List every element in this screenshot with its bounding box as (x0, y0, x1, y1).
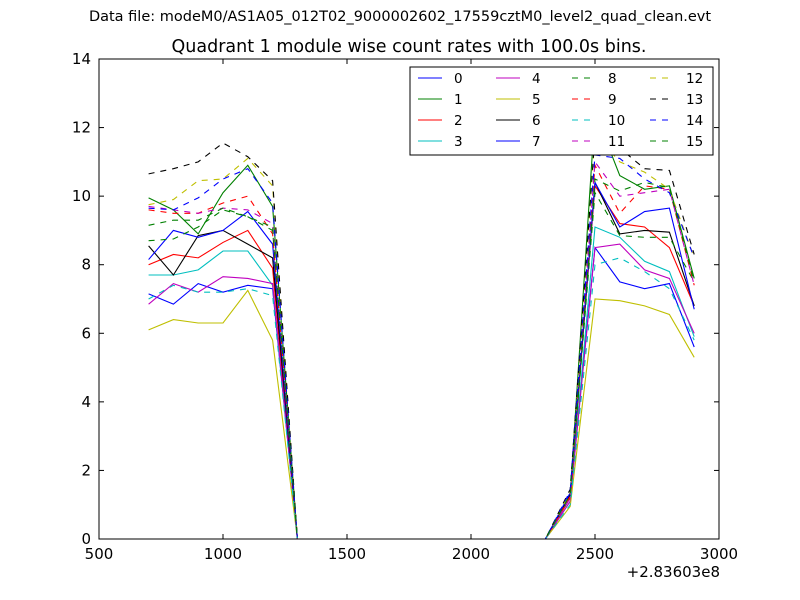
x-tick-label: 1000 (204, 545, 242, 563)
y-tick-label: 6 (81, 324, 91, 342)
y-tick-label: 8 (81, 256, 91, 274)
legend-label-8: 8 (608, 71, 617, 87)
x-tick-label: 2500 (576, 545, 614, 563)
legend-label-2: 2 (454, 113, 463, 129)
plot-lines (148, 111, 695, 540)
legend-label-0: 0 (454, 71, 463, 87)
x-tick-label: 1500 (328, 545, 366, 563)
series-line-9 (148, 163, 695, 540)
y-tick-label: 0 (81, 530, 91, 548)
legend-label-12: 12 (686, 71, 703, 87)
series-line-3 (148, 226, 695, 540)
y-tick-label: 14 (72, 50, 91, 68)
legend-label-13: 13 (686, 92, 703, 108)
series-line-8 (148, 190, 695, 540)
series-line-15 (148, 178, 695, 540)
chart-title: Quadrant 1 module wise count rates with … (171, 37, 647, 57)
x-tick-label: 500 (85, 545, 114, 563)
x-offset-label: +2.83603e8 (626, 563, 720, 581)
series-line-5 (148, 289, 695, 540)
legend-label-5: 5 (532, 92, 541, 108)
y-tick-label: 2 (81, 461, 91, 479)
legend-label-11: 11 (608, 134, 625, 150)
axes-frame (98, 58, 720, 540)
legend-label-14: 14 (686, 113, 703, 129)
series-line-10 (148, 257, 695, 540)
series-line-1 (148, 111, 695, 540)
y-tick-label: 10 (72, 187, 91, 205)
series-line-4 (148, 243, 695, 540)
y-tick-label: 4 (81, 393, 91, 411)
legend-label-7: 7 (532, 134, 541, 150)
legend-box (409, 66, 714, 156)
y-tick-label: 12 (72, 119, 91, 137)
legend-label-4: 4 (532, 71, 541, 87)
legend-label-9: 9 (608, 92, 617, 108)
x-tick-label: 3000 (700, 545, 738, 563)
series-line-12 (148, 133, 695, 540)
x-tick-label: 2000 (452, 545, 490, 563)
legend-label-10: 10 (608, 113, 625, 129)
legend-label-6: 6 (532, 113, 541, 129)
series-line-2 (148, 184, 695, 540)
legend-label-3: 3 (454, 134, 463, 150)
series-line-6 (148, 180, 695, 540)
series-line-7 (148, 180, 695, 540)
legend-label-1: 1 (454, 92, 463, 108)
legend-label-15: 15 (686, 134, 703, 150)
series-line-13 (148, 133, 695, 540)
data-file-suptitle: Data file: modeM0/AS1A05_012T02_90000026… (88, 9, 712, 25)
